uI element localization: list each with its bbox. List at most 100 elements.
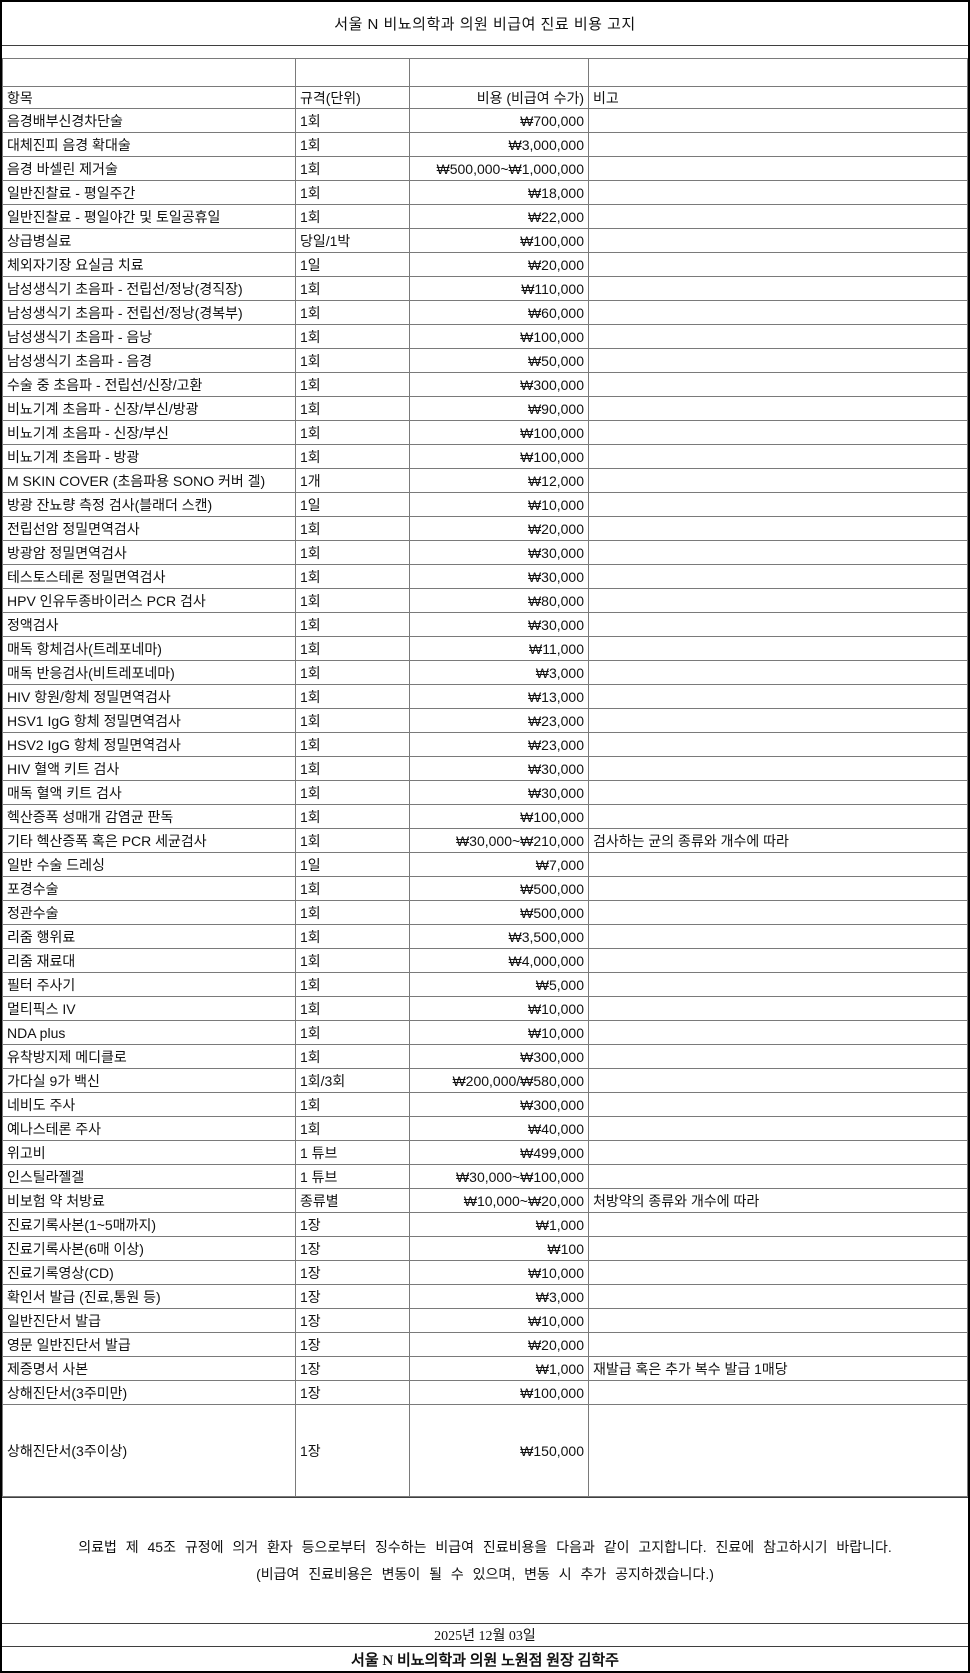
cell-item: 가다실 9가 백신 — [2, 1068, 296, 1093]
cell-item: 제증명서 사본 — [2, 1356, 296, 1381]
cell-cost: ₩100,000 — [409, 420, 589, 445]
cell-unit: 1회 — [295, 180, 410, 205]
cell-unit: 1회 — [295, 1092, 410, 1117]
cell-item: HIV 혈액 키트 검사 — [2, 756, 296, 781]
cell-note — [588, 732, 968, 757]
cell-note — [588, 684, 968, 709]
legal-notice: 의료법 제 45조 규정에 의거 환자 등으로부터 징수하는 비급여 진료비용을… — [2, 1497, 968, 1623]
table-row: 영문 일반진단서 발급 1장 ₩20,000 — [2, 1332, 968, 1357]
cell-unit: 1회 — [295, 780, 410, 805]
table-row: 전립선암 정밀면역검사 1회 ₩20,000 — [2, 516, 968, 541]
cell-note — [588, 1284, 968, 1309]
cell-unit: 1회/3회 — [295, 1068, 410, 1093]
cell-item: 리줌 행위료 — [2, 924, 296, 949]
cell-note — [588, 252, 968, 277]
cell-unit: 1장 — [295, 1332, 410, 1357]
cell-unit: 1회 — [295, 156, 410, 181]
spacer-cell — [295, 58, 410, 87]
cell-note — [588, 1140, 968, 1165]
cell-unit: 1회 — [295, 276, 410, 301]
cell-item: 필터 주사기 — [2, 972, 296, 997]
cell-cost: ₩100,000 — [409, 1380, 589, 1405]
table-row: 가다실 9가 백신 1회/3회 ₩200,000/₩580,000 — [2, 1068, 968, 1093]
table-row: 일반 수술 드레싱 1일 ₩7,000 — [2, 852, 968, 877]
cell-item: 일반진찰료 - 평일주간 — [2, 180, 296, 205]
title-table-gap — [2, 46, 968, 58]
cell-note — [588, 924, 968, 949]
cell-note — [588, 300, 968, 325]
cell-note — [588, 1116, 968, 1141]
cell-note — [588, 396, 968, 421]
cell-cost: ₩500,000~₩1,000,000 — [409, 156, 589, 181]
cell-cost: ₩18,000 — [409, 180, 589, 205]
cell-item: 진료기록영상(CD) — [2, 1260, 296, 1285]
cell-unit: 1일 — [295, 252, 410, 277]
cell-item: 네비도 주사 — [2, 1092, 296, 1117]
table-row: 수술 중 초음파 - 전립선/신장/고환 1회 ₩300,000 — [2, 372, 968, 397]
cell-unit: 1회 — [295, 1116, 410, 1141]
cell-unit: 1회 — [295, 612, 410, 637]
cell-note — [588, 228, 968, 253]
column-header-note: 비고 — [588, 86, 968, 109]
cell-cost: ₩11,000 — [409, 636, 589, 661]
cell-item: HSV1 IgG 항체 정밀면역검사 — [2, 708, 296, 733]
cell-cost: ₩23,000 — [409, 708, 589, 733]
cell-cost: ₩30,000 — [409, 756, 589, 781]
cell-item: 남성생식기 초음파 - 음경 — [2, 348, 296, 373]
cell-unit: 1회 — [295, 204, 410, 229]
cell-cost: ₩20,000 — [409, 252, 589, 277]
cell-cost: ₩5,000 — [409, 972, 589, 997]
cell-unit: 1회 — [295, 828, 410, 853]
cell-cost: ₩30,000 — [409, 540, 589, 565]
cell-note — [588, 108, 968, 133]
cell-cost: ₩100 — [409, 1236, 589, 1261]
cell-item: 확인서 발급 (진료,통원 등) — [2, 1284, 296, 1309]
table-row: 제증명서 사본 1장 ₩1,000 재발급 혹은 추가 복수 발급 1매당 — [2, 1356, 968, 1381]
spacer-cell — [2, 58, 296, 87]
cell-item: 테스토스테론 정밀면역검사 — [2, 564, 296, 589]
cell-cost: ₩60,000 — [409, 300, 589, 325]
cell-cost: ₩30,000~₩210,000 — [409, 828, 589, 853]
table-header-row: 항목 규격(단위) 비용 (비급여 수가) 비고 — [2, 86, 968, 109]
cell-item: 예나스테론 주사 — [2, 1116, 296, 1141]
cell-cost: ₩10,000~₩20,000 — [409, 1188, 589, 1213]
cell-note — [588, 1332, 968, 1357]
cell-item: 포경수술 — [2, 876, 296, 901]
cell-cost: ₩7,000 — [409, 852, 589, 877]
cell-unit: 1회 — [295, 636, 410, 661]
cell-note — [588, 156, 968, 181]
cell-unit: 1회 — [295, 588, 410, 613]
cell-note — [588, 1404, 968, 1497]
table-row: M SKIN COVER (초음파용 SONO 커버 겔) 1개 ₩12,000 — [2, 468, 968, 493]
cell-note — [588, 900, 968, 925]
cell-unit: 1장 — [295, 1380, 410, 1405]
cell-cost: ₩30,000 — [409, 564, 589, 589]
table-row: 매독 혈액 키트 검사 1회 ₩30,000 — [2, 780, 968, 805]
table-row: 리줌 행위료 1회 ₩3,500,000 — [2, 924, 968, 949]
cell-note — [588, 204, 968, 229]
table-row: 일반진단서 발급 1장 ₩10,000 — [2, 1308, 968, 1333]
cell-unit: 1회 — [295, 756, 410, 781]
cell-unit: 1회 — [295, 684, 410, 709]
table-row: 진료기록사본(6매 이상) 1장 ₩100 — [2, 1236, 968, 1261]
cell-unit: 1회 — [295, 564, 410, 589]
cell-item: 전립선암 정밀면역검사 — [2, 516, 296, 541]
cell-unit: 1회 — [295, 540, 410, 565]
table-row: 정액검사 1회 ₩30,000 — [2, 612, 968, 637]
cell-note — [588, 372, 968, 397]
table-row: HSV1 IgG 항체 정밀면역검사 1회 ₩23,000 — [2, 708, 968, 733]
cell-cost: ₩23,000 — [409, 732, 589, 757]
cell-item: 매독 혈액 키트 검사 — [2, 780, 296, 805]
cell-item: 남성생식기 초음파 - 전립선/정낭(경직장) — [2, 276, 296, 301]
cell-cost: ₩22,000 — [409, 204, 589, 229]
cell-unit: 1회 — [295, 396, 410, 421]
cell-note — [588, 1044, 968, 1069]
cell-unit: 1회 — [295, 804, 410, 829]
cell-unit: 1회 — [295, 372, 410, 397]
page-title: 서울 N 비뇨의학과 의원 비급여 진료 비용 고지 — [334, 16, 636, 33]
cell-item: 비뇨기계 초음파 - 신장/부신/방광 — [2, 396, 296, 421]
table-row: 예나스테론 주사 1회 ₩40,000 — [2, 1116, 968, 1141]
cell-unit: 1회 — [295, 948, 410, 973]
notice-date: 2025년 12월 03일 — [434, 1629, 536, 1644]
